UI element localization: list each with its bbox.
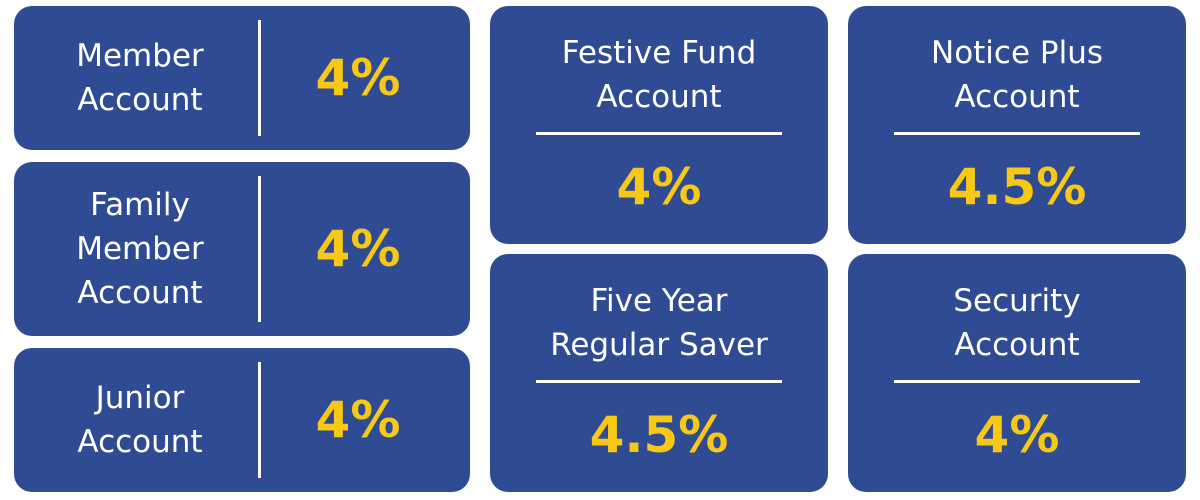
account-name: Family Member Account [76,187,204,311]
account-card: Junior Account 4% [14,348,470,492]
account-card: Festive Fund Account 4% [490,6,828,244]
account-rate: 4% [315,391,401,449]
account-card: Family Member Account 4% [14,162,470,336]
account-name: Five Year Regular Saver [550,283,768,363]
account-rate: 4% [974,406,1060,464]
account-card: Five Year Regular Saver 4.5% [490,254,828,492]
account-name: Notice Plus Account [931,35,1103,115]
divider [258,20,261,136]
account-name: Member Account [76,38,204,118]
divider [894,132,1140,135]
account-card: Notice Plus Account 4.5% [848,6,1186,244]
divider [258,362,261,478]
account-rate: 4.5% [589,406,729,464]
account-card: Member Account 4% [14,6,470,150]
account-rate: 4% [315,49,401,107]
account-card: Security Account 4% [848,254,1186,492]
account-rate: 4.5% [947,158,1087,216]
account-rate: 4% [616,158,702,216]
account-name: Junior Account [77,380,203,460]
account-name: Festive Fund Account [561,35,757,115]
account-name: Security Account [953,283,1081,363]
divider [536,380,782,383]
divider [258,176,261,322]
divider [536,132,782,135]
account-rate: 4% [315,220,401,278]
divider [894,380,1140,383]
